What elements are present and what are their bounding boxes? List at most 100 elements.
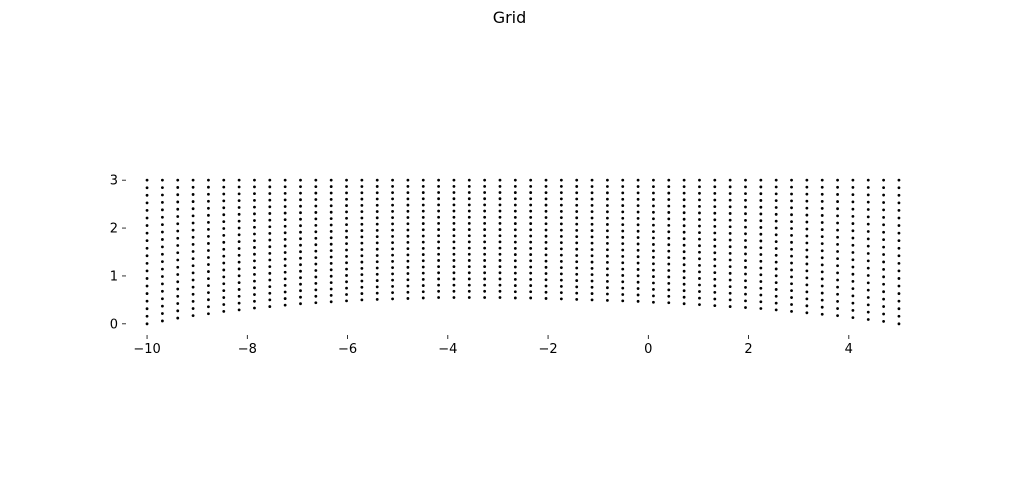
data-point bbox=[851, 193, 855, 197]
data-point bbox=[851, 207, 855, 211]
data-point bbox=[575, 178, 579, 182]
data-point bbox=[452, 209, 456, 213]
data-point bbox=[851, 251, 855, 254]
data-point bbox=[621, 235, 625, 239]
data-point bbox=[759, 273, 763, 277]
data-point bbox=[529, 277, 533, 281]
data-point bbox=[483, 215, 487, 219]
data-point bbox=[682, 211, 686, 215]
data-point bbox=[682, 289, 686, 293]
data-point bbox=[375, 266, 379, 270]
data-point bbox=[222, 185, 226, 189]
data-point bbox=[820, 178, 824, 182]
data-point bbox=[836, 193, 839, 196]
data-point bbox=[698, 178, 701, 182]
data-point bbox=[590, 222, 594, 226]
data-point bbox=[805, 178, 809, 182]
data-point bbox=[559, 210, 563, 213]
data-point bbox=[314, 211, 318, 214]
data-point bbox=[421, 197, 425, 201]
data-point bbox=[513, 184, 517, 188]
data-point bbox=[698, 218, 701, 221]
data-point bbox=[759, 199, 763, 202]
data-point bbox=[559, 178, 563, 182]
data-point bbox=[222, 178, 226, 182]
data-point bbox=[836, 292, 839, 296]
data-point bbox=[314, 275, 318, 279]
data-point bbox=[529, 253, 533, 256]
data-point bbox=[575, 185, 579, 188]
data-point bbox=[636, 236, 640, 239]
data-point bbox=[176, 244, 180, 247]
data-point bbox=[652, 275, 655, 278]
data-point bbox=[207, 284, 210, 288]
data-point bbox=[636, 229, 640, 233]
data-point bbox=[836, 285, 839, 289]
data-point bbox=[421, 271, 425, 275]
data-point bbox=[667, 204, 671, 208]
data-point bbox=[406, 272, 410, 275]
data-point bbox=[544, 185, 548, 188]
data-point bbox=[682, 178, 686, 182]
data-point bbox=[559, 203, 563, 207]
data-point bbox=[713, 225, 717, 228]
data-point bbox=[851, 243, 855, 247]
data-point bbox=[636, 217, 640, 220]
data-point bbox=[805, 269, 809, 273]
data-point bbox=[575, 291, 579, 295]
data-point bbox=[406, 185, 410, 188]
data-point bbox=[237, 226, 241, 230]
data-point bbox=[467, 178, 471, 182]
data-point bbox=[329, 300, 333, 304]
data-point bbox=[145, 216, 149, 220]
data-point bbox=[667, 223, 671, 227]
data-point bbox=[805, 255, 809, 259]
data-point bbox=[421, 284, 425, 287]
data-point bbox=[529, 191, 533, 194]
data-point bbox=[866, 244, 870, 248]
data-point bbox=[375, 241, 379, 245]
data-point bbox=[851, 214, 855, 218]
data-point bbox=[513, 259, 517, 263]
data-point bbox=[360, 254, 364, 258]
data-point bbox=[744, 239, 747, 242]
data-point bbox=[391, 297, 394, 301]
data-point bbox=[759, 232, 763, 236]
data-point bbox=[590, 216, 594, 220]
data-point bbox=[606, 242, 609, 245]
data-point bbox=[513, 271, 517, 275]
data-point bbox=[820, 256, 824, 260]
data-point bbox=[621, 261, 625, 265]
data-point bbox=[314, 249, 318, 253]
data-point bbox=[621, 248, 625, 252]
data-point bbox=[805, 276, 809, 280]
data-point bbox=[713, 178, 717, 182]
data-point bbox=[667, 294, 671, 298]
data-point bbox=[375, 291, 379, 295]
data-point bbox=[421, 222, 425, 225]
data-point bbox=[621, 274, 625, 277]
data-point bbox=[191, 307, 195, 310]
data-point bbox=[513, 209, 517, 213]
data-point bbox=[652, 300, 655, 304]
data-point bbox=[222, 268, 226, 272]
data-point bbox=[237, 240, 241, 244]
data-point bbox=[774, 308, 778, 312]
data-point bbox=[391, 191, 394, 195]
data-point bbox=[406, 253, 410, 257]
data-point bbox=[882, 238, 885, 242]
data-point bbox=[299, 256, 302, 260]
data-point bbox=[575, 210, 579, 213]
data-point bbox=[667, 191, 671, 195]
data-point bbox=[391, 228, 394, 232]
data-point bbox=[851, 280, 855, 283]
data-point bbox=[652, 288, 655, 291]
data-point bbox=[452, 222, 456, 225]
data-point bbox=[498, 197, 502, 201]
data-point bbox=[375, 254, 379, 257]
data-point bbox=[222, 261, 226, 265]
data-point bbox=[529, 215, 533, 219]
data-point bbox=[636, 299, 640, 303]
data-point bbox=[483, 271, 487, 275]
data-point bbox=[191, 178, 195, 182]
